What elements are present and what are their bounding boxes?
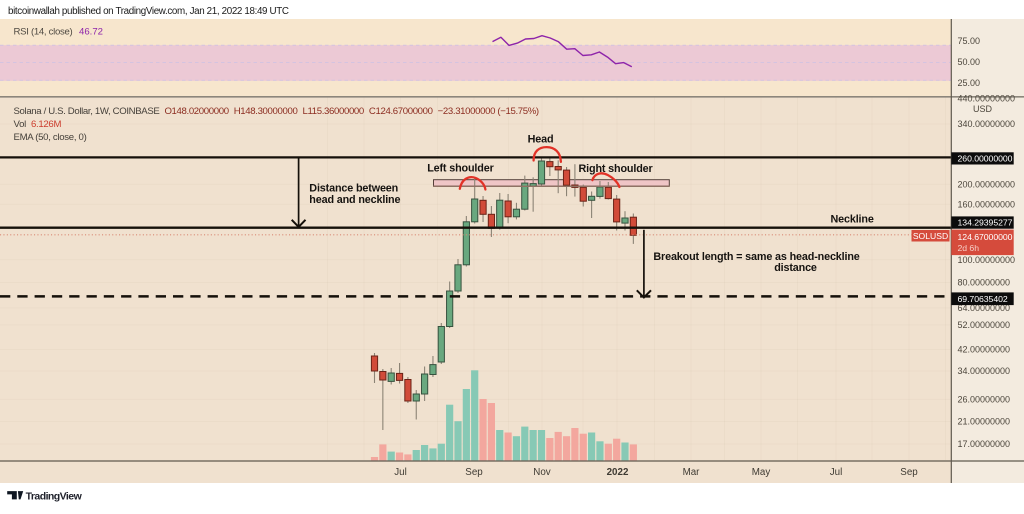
svg-text:124.67000000: 124.67000000 <box>958 232 1013 242</box>
svg-text:2022: 2022 <box>607 467 629 478</box>
svg-text:100.00000000: 100.00000000 <box>958 255 1016 265</box>
svg-text:69.70635402: 69.70635402 <box>958 294 1008 304</box>
svg-text:25.00: 25.00 <box>958 78 981 88</box>
svg-text:50.00: 50.00 <box>958 57 981 67</box>
svg-text:distance: distance <box>774 262 817 274</box>
svg-text:RSI (14, close): RSI (14, close) <box>14 27 73 38</box>
svg-text:Mar: Mar <box>683 467 701 478</box>
svg-text:May: May <box>752 467 771 478</box>
svg-text:Sep: Sep <box>465 467 483 478</box>
svg-text:21.00000000: 21.00000000 <box>958 417 1011 427</box>
svg-text:Sep: Sep <box>900 467 918 478</box>
svg-text:2d 6h: 2d 6h <box>958 243 980 253</box>
svg-text:200.00000000: 200.00000000 <box>958 180 1016 190</box>
svg-text:Jul: Jul <box>394 467 407 478</box>
svg-text:USD: USD <box>973 104 993 114</box>
svg-text:17.00000000: 17.00000000 <box>958 439 1011 449</box>
svg-text:134.29395277: 134.29395277 <box>958 218 1013 228</box>
svg-text:46.72: 46.72 <box>79 27 103 38</box>
svg-text:Head: Head <box>528 134 554 146</box>
svg-text:Left shoulder: Left shoulder <box>427 163 494 175</box>
svg-text:Right shoulder: Right shoulder <box>579 163 654 175</box>
svg-text:64.00000000: 64.00000000 <box>958 303 1011 313</box>
svg-text:Distance between: Distance between <box>309 183 398 195</box>
svg-text:42.00000000: 42.00000000 <box>958 345 1011 355</box>
svg-text:Breakout length = same as head: Breakout length = same as head-neckline <box>653 251 859 263</box>
svg-text:260.00000000: 260.00000000 <box>958 154 1013 164</box>
svg-text:SOLUSD: SOLUSD <box>913 231 948 241</box>
svg-text:440.00000000: 440.00000000 <box>958 94 1016 104</box>
svg-text:75.00: 75.00 <box>958 36 981 46</box>
svg-text:TradingView: TradingView <box>26 491 83 503</box>
svg-text:340.00000000: 340.00000000 <box>958 119 1016 129</box>
svg-text:EMA (50, close, 0): EMA (50, close, 0) <box>14 132 87 143</box>
svg-text:Neckline: Neckline <box>831 213 874 225</box>
svg-text:Solana / U.S. Dollar, 1W, COIN: Solana / U.S. Dollar, 1W, COINBASE O148.0… <box>14 106 539 117</box>
svg-text:52.00000000: 52.00000000 <box>958 320 1011 330</box>
svg-text:80.00000000: 80.00000000 <box>958 278 1011 288</box>
svg-text:bitcoinwallah published on Tra: bitcoinwallah published on TradingView.c… <box>8 6 289 17</box>
svg-text:head and neckline: head and neckline <box>309 194 400 206</box>
svg-text:34.00000000: 34.00000000 <box>958 366 1011 376</box>
svg-text:Jul: Jul <box>830 467 843 478</box>
svg-text:26.00000000: 26.00000000 <box>958 395 1011 405</box>
svg-text:160.00000000: 160.00000000 <box>958 199 1016 209</box>
svg-text:Nov: Nov <box>533 467 551 478</box>
